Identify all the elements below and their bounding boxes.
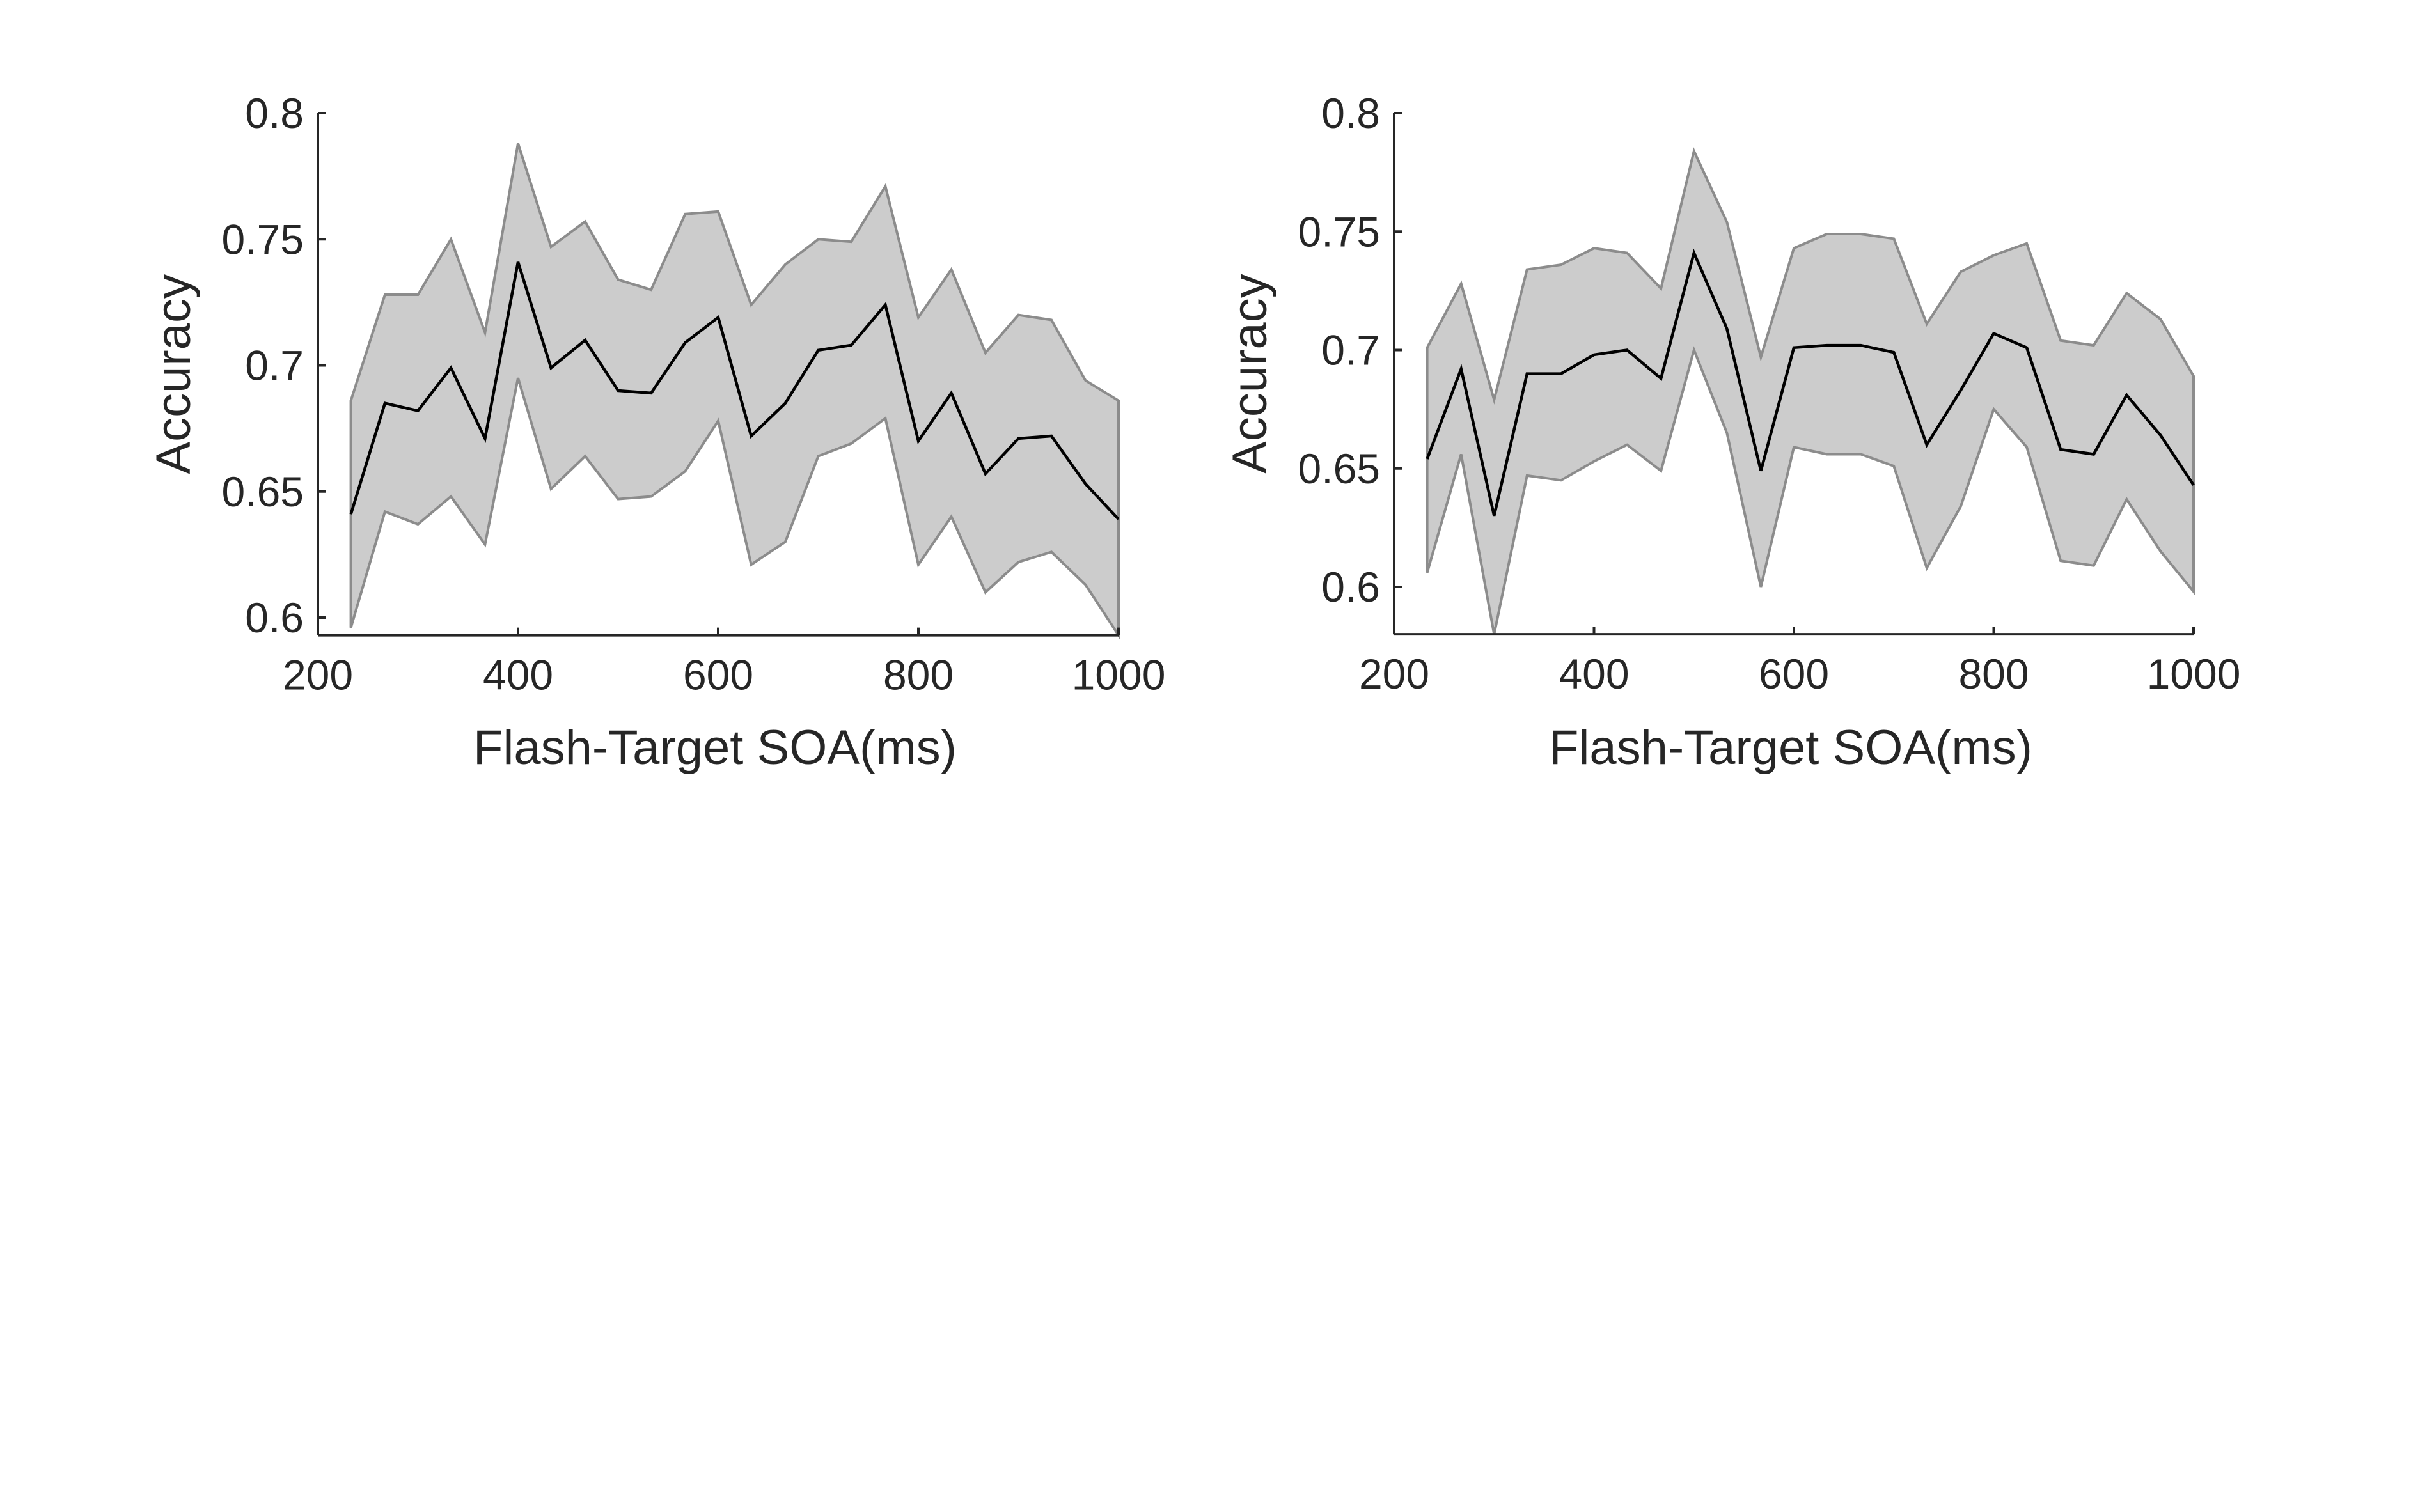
left-y-tick-label: 0.8 xyxy=(245,90,304,137)
right-x-tick-label: 200 xyxy=(1359,650,1429,698)
right-y-ticks: 0.6 0.65 0.7 0.75 0.8 xyxy=(1298,90,1402,611)
right-y-tick-label: 0.8 xyxy=(1321,90,1380,137)
left-mean-accuracy-line xyxy=(349,261,1120,520)
left-y-tick-label: 0.6 xyxy=(245,594,304,641)
right-x-ticks: 200 400 600 800 1000 xyxy=(1359,627,2240,698)
right-accuracy-chart: 200 400 600 800 1000 0.6 0.65 0.7 0.75 0.8 Flash… xyxy=(1223,90,2240,775)
right-y-axis-label: Accuracy xyxy=(1223,274,1277,474)
left-x-tick-label: 200 xyxy=(283,651,353,699)
left-y-tick-label: 0.7 xyxy=(245,342,304,389)
left-x-tick-label: 800 xyxy=(883,651,954,699)
right-y-tick-label: 0.7 xyxy=(1321,327,1380,374)
right-x-tick-label: 800 xyxy=(1958,650,2029,698)
left-accuracy-chart: 200 400 600 800 1000 0.6 0.65 0.7 0.75 0.8 Flash… xyxy=(146,90,1165,775)
right-x-axis-label: Flash-Target SOA(ms) xyxy=(1549,721,2032,775)
left-y-tick-label: 0.75 xyxy=(222,215,304,263)
left-y-axis-label: Accuracy xyxy=(146,274,201,474)
left-x-tick-label: 600 xyxy=(683,651,753,699)
left-y-ticks: 0.6 0.65 0.7 0.75 0.8 xyxy=(222,90,326,641)
left-x-tick-label: 1000 xyxy=(1072,651,1166,699)
right-confidence-band xyxy=(1426,147,2195,635)
right-y-tick-label: 0.65 xyxy=(1298,445,1380,492)
left-x-axis-label: Flash-Target SOA(ms) xyxy=(473,721,957,775)
right-x-tick-label: 600 xyxy=(1759,650,1829,698)
left-x-tick-label: 400 xyxy=(483,651,553,699)
right-y-tick-label: 0.6 xyxy=(1321,563,1380,611)
left-x-ticks: 200 400 600 800 1000 xyxy=(283,627,1166,699)
right-y-tick-label: 0.75 xyxy=(1298,208,1380,255)
right-x-tick-label: 400 xyxy=(1559,650,1629,698)
right-mean-accuracy-line xyxy=(1426,248,2195,517)
left-y-tick-label: 0.65 xyxy=(222,468,304,515)
right-x-tick-label: 1000 xyxy=(2147,650,2241,698)
